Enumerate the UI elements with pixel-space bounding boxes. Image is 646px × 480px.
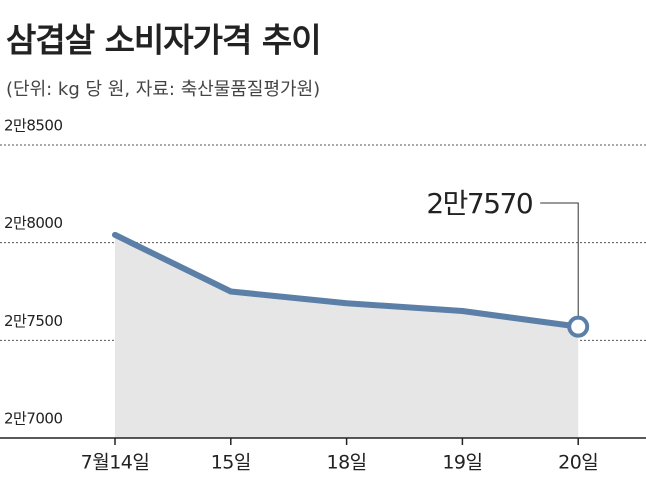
point-marker [567, 315, 590, 338]
y-tick-label: 2만7000 [4, 410, 63, 428]
y-tick-label: 2만7500 [4, 312, 63, 330]
chart-title: 삼겹살 소비자가격 추이 [6, 21, 321, 60]
x-tick-label: 19일 [442, 452, 482, 474]
x-tick-label: 7월14일 [81, 452, 150, 474]
y-tick-label: 2만8000 [4, 214, 63, 232]
leader-line [540, 202, 579, 317]
chart-subtitle: (단위: kg 당 원, 자료: 축산물품질평가원) [6, 79, 320, 100]
x-tick-label: 15일 [211, 452, 251, 474]
x-tick-label: 20일 [558, 452, 598, 474]
area [115, 234, 579, 438]
line [112, 231, 582, 330]
x-tick-label: 18일 [327, 452, 367, 474]
y-tick-label: 2만8500 [4, 117, 63, 135]
value-label: 2만7570 [426, 187, 532, 220]
